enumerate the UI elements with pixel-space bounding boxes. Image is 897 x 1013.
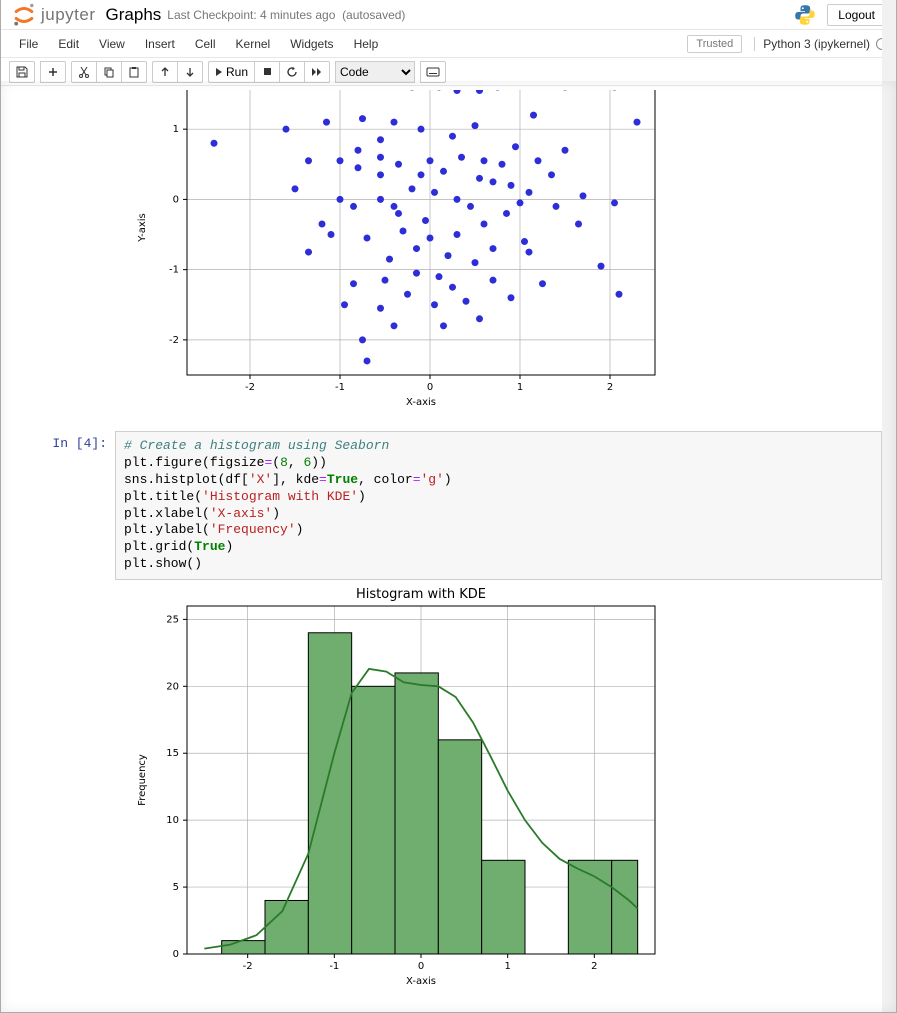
- scrollbar-track[interactable]: [882, 0, 896, 1012]
- cell-prompt: In [4]:: [15, 431, 115, 580]
- menu-edit[interactable]: Edit: [48, 33, 89, 55]
- svg-text:Histogram with KDE: Histogram with KDE: [356, 587, 486, 602]
- svg-text:1: 1: [504, 961, 510, 972]
- jupyter-icon: [11, 2, 37, 28]
- svg-text:10: 10: [166, 815, 179, 826]
- header: jupyter Graphs Last Checkpoint: 4 minute…: [1, 0, 896, 30]
- svg-text:1: 1: [173, 124, 179, 135]
- trusted-indicator[interactable]: Trusted: [687, 35, 742, 53]
- svg-text:5: 5: [173, 882, 179, 893]
- svg-text:0: 0: [427, 382, 433, 393]
- histogram-output: Histogram with KDE-2-10120510152025X-axi…: [125, 584, 882, 992]
- cut-button[interactable]: [71, 61, 97, 83]
- svg-text:2: 2: [591, 961, 597, 972]
- toolbar: Run Code: [1, 58, 896, 86]
- code-input[interactable]: # Create a histogram using Seaborn plt.f…: [115, 431, 882, 580]
- svg-text:-1: -1: [169, 265, 179, 276]
- paste-button[interactable]: [121, 61, 147, 83]
- svg-text:2: 2: [607, 382, 613, 393]
- cell-type-select[interactable]: Code: [335, 61, 415, 83]
- python-icon: [793, 3, 817, 27]
- svg-text:Y-axis: Y-axis: [137, 213, 148, 243]
- menu-widgets[interactable]: Widgets: [280, 33, 343, 55]
- svg-text:X-axis: X-axis: [406, 976, 436, 987]
- svg-text:0: 0: [173, 949, 179, 960]
- restart-run-button[interactable]: [304, 61, 330, 83]
- svg-text:15: 15: [166, 748, 179, 759]
- run-button[interactable]: Run: [208, 61, 255, 83]
- svg-text:-2: -2: [169, 335, 179, 346]
- menu-kernel[interactable]: Kernel: [226, 33, 281, 55]
- notebook-name[interactable]: Graphs: [106, 5, 162, 25]
- svg-text:-2: -2: [243, 961, 253, 972]
- histogram-chart: Histogram with KDE-2-10120510152025X-axi…: [125, 584, 665, 989]
- svg-text:-1: -1: [329, 961, 339, 972]
- svg-text:X-axis: X-axis: [406, 397, 436, 408]
- scatter-chart: -2 -1 0 1 2 -2 -1 0 1 X-axis Y-axis: [125, 90, 665, 410]
- save-button[interactable]: [9, 61, 35, 83]
- jupyter-logo[interactable]: jupyter: [11, 2, 96, 28]
- svg-text:0: 0: [173, 194, 179, 205]
- kernel-name[interactable]: Python 3 (ipykernel): [754, 37, 888, 51]
- svg-text:-2: -2: [245, 382, 255, 393]
- scatter-output: -2 -1 0 1 2 -2 -1 0 1 X-axis Y-axis: [125, 90, 882, 413]
- jupyter-logo-text: jupyter: [41, 5, 96, 25]
- code-cell[interactable]: In [4]: # Create a histogram using Seabo…: [15, 431, 882, 580]
- svg-text:1: 1: [517, 382, 523, 393]
- move-up-button[interactable]: [152, 61, 178, 83]
- move-down-button[interactable]: [177, 61, 203, 83]
- logout-button[interactable]: Logout: [827, 4, 886, 26]
- interrupt-button[interactable]: [254, 61, 280, 83]
- command-palette-button[interactable]: [420, 61, 446, 83]
- svg-text:0: 0: [418, 961, 424, 972]
- restart-button[interactable]: [279, 61, 305, 83]
- menu-insert[interactable]: Insert: [135, 33, 185, 55]
- notebook-area: -2 -1 0 1 2 -2 -1 0 1 X-axis Y-axis In [4]: # Crea…: [1, 90, 896, 1012]
- menu-view[interactable]: View: [89, 33, 135, 55]
- checkpoint-text: Last Checkpoint: 4 minutes ago (autosave…: [167, 8, 405, 22]
- menubar: File Edit View Insert Cell Kernel Widget…: [1, 30, 896, 58]
- add-cell-button[interactable]: [40, 61, 66, 83]
- svg-text:Frequency: Frequency: [137, 754, 148, 806]
- svg-text:20: 20: [166, 681, 179, 692]
- svg-text:25: 25: [166, 615, 179, 626]
- menu-cell[interactable]: Cell: [185, 33, 226, 55]
- copy-button[interactable]: [96, 61, 122, 83]
- svg-text:-1: -1: [335, 382, 345, 393]
- menu-file[interactable]: File: [9, 33, 48, 55]
- menu-help[interactable]: Help: [344, 33, 389, 55]
